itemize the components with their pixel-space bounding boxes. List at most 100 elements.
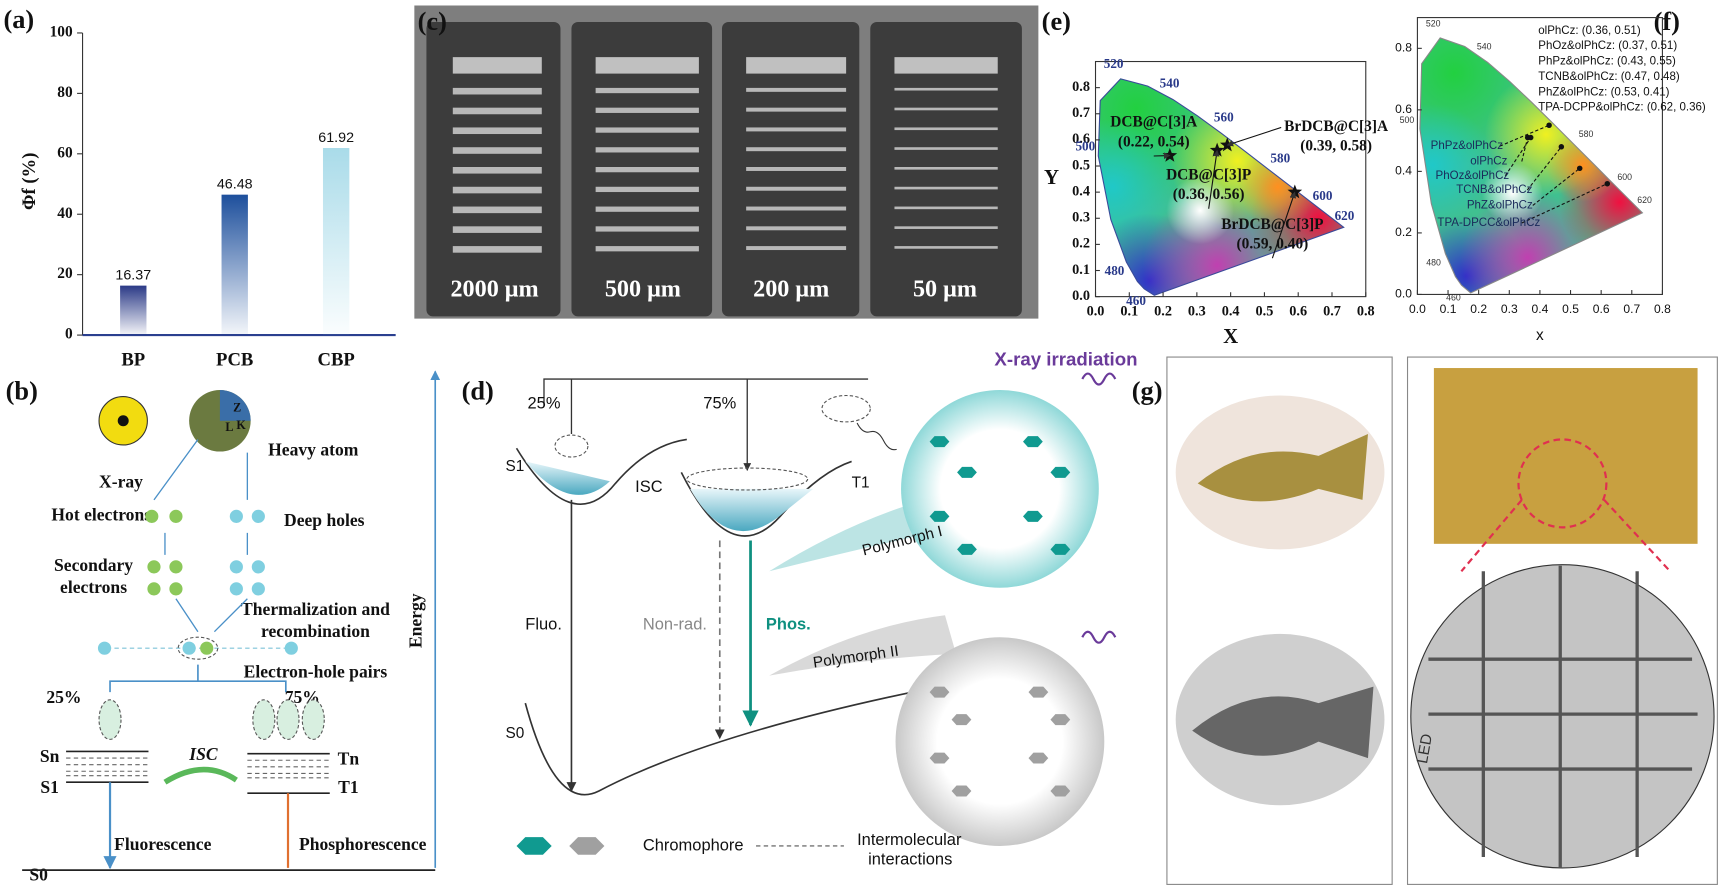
spectral-locus <box>1419 37 1644 294</box>
line-pattern <box>595 206 699 212</box>
legend-label: Intermolecular <box>857 831 962 849</box>
label: Electron-hole pairs <box>244 661 388 681</box>
wavelength-label: 480 <box>1105 263 1125 278</box>
point <box>1527 134 1534 141</box>
line-pattern <box>746 166 847 171</box>
y-tick-label: 0.8 <box>1072 79 1090 95</box>
y-tick-label: 0.5 <box>1072 157 1090 173</box>
s0-curve <box>524 691 913 796</box>
x-tick-label: 0.5 <box>1256 303 1274 319</box>
point-name: BrDCB@C[3]A <box>1284 118 1388 135</box>
legend-entry: olPhCz: (0.36, 0.51) <box>1538 25 1641 37</box>
legend-entry: PhZ&olPhCz: (0.53, 0.41) <box>1538 86 1669 98</box>
point-label: TCNB&olPhCz <box>1456 184 1532 196</box>
line-pattern <box>452 107 542 115</box>
x-tick-label: 0.1 <box>1440 302 1457 316</box>
line-pattern <box>894 166 998 170</box>
line-pattern <box>894 87 998 91</box>
y-axis-label: Φf (%) <box>19 153 40 210</box>
x-tick-label: BP <box>121 350 145 371</box>
chromophore <box>1023 436 1043 448</box>
point-label: PhOz&olPhCz <box>1436 170 1510 182</box>
legend-label: interactions <box>868 851 952 869</box>
wave <box>856 422 897 451</box>
t1-fill <box>690 488 814 532</box>
carrier <box>147 560 161 574</box>
label: 75% <box>703 395 736 413</box>
carrier <box>200 641 214 655</box>
line-pattern <box>452 206 542 214</box>
generation-arrow <box>543 378 869 470</box>
bar <box>221 194 248 336</box>
line-pattern <box>746 147 847 152</box>
chromophore <box>957 466 977 478</box>
level-label: Sn <box>40 746 60 766</box>
panel-label: (e) <box>1042 7 1071 36</box>
carrier <box>251 509 265 523</box>
x-tick-label: 0.8 <box>1654 302 1671 316</box>
exciton <box>686 467 809 491</box>
line-pattern <box>595 226 699 232</box>
line-pattern <box>595 166 699 173</box>
scale-label: 2000 μm <box>450 276 538 303</box>
point <box>1546 122 1552 128</box>
crystal-1 <box>901 390 1099 588</box>
line-pattern <box>452 147 542 154</box>
legend-label: Chromophore <box>643 836 744 854</box>
y-tick-label: 0.0 <box>1395 287 1412 301</box>
chromophore <box>951 785 972 797</box>
label-leader <box>1499 124 1550 147</box>
carrier <box>169 582 183 596</box>
label-leader <box>1532 167 1581 206</box>
y-tick-label: 60 <box>57 144 73 161</box>
exciton <box>252 699 276 740</box>
y-tick-label: 20 <box>57 265 73 282</box>
line-pattern <box>746 206 847 211</box>
line-pattern <box>746 226 847 231</box>
y-tick-label: 0.7 <box>1072 105 1090 121</box>
legend-hex <box>516 837 552 855</box>
gamut-color <box>1481 162 1543 224</box>
label: S0 <box>506 725 525 742</box>
gamut-color <box>1166 176 1235 245</box>
point-label: TPA-DPCC&olPhCz <box>1437 217 1540 229</box>
chromophore <box>957 543 977 555</box>
label: Phos. <box>766 615 811 633</box>
wavelength-label: 560 <box>1214 109 1234 124</box>
level-label: T1 <box>338 777 359 797</box>
y-tick-label: 0.4 <box>1072 183 1090 199</box>
atom-label: Z <box>233 400 241 414</box>
y-tick-label: 0.4 <box>1395 164 1412 178</box>
y-tick-label: 0 <box>65 326 73 343</box>
led-label: LED <box>1414 733 1436 765</box>
zoom-circle <box>1517 438 1608 529</box>
wavelength-label: 520 <box>1104 56 1124 71</box>
y-tick-label: 0.3 <box>1072 210 1090 226</box>
panel-label: (g) <box>1132 376 1163 405</box>
axis-label: Energy <box>406 593 426 648</box>
chromophore <box>1023 510 1043 522</box>
y-tick-label: 0.2 <box>1395 225 1412 239</box>
zoom-line <box>1460 499 1671 573</box>
wavelength-label: 500 <box>1075 139 1095 154</box>
atom-label: L <box>225 420 233 434</box>
chromophore <box>929 510 950 522</box>
carrier <box>97 641 112 655</box>
x-tick-label: 0.0 <box>1409 302 1426 316</box>
y-tick-label: 40 <box>57 205 73 222</box>
wavelength-label: 620 <box>1637 195 1652 205</box>
fish-xray <box>1192 686 1374 759</box>
wavelength-label: 480 <box>1426 258 1441 268</box>
y-axis-label: Y <box>1044 165 1059 189</box>
s1-well <box>515 438 687 506</box>
x-tick-label: 0.6 <box>1593 302 1610 316</box>
label-leader <box>1526 146 1562 191</box>
scale-label: 500 μm <box>605 276 681 303</box>
label: 25% <box>528 395 561 413</box>
x-tick-label: 0.2 <box>1470 302 1487 316</box>
x-tick-label: 0.2 <box>1154 303 1172 319</box>
legend-entry: PhPz&olPhCz: (0.43, 0.55) <box>1538 56 1676 68</box>
x-axis-label: x <box>1536 327 1544 344</box>
x-tick-label: 0.7 <box>1623 302 1640 316</box>
line-pattern <box>452 166 542 174</box>
